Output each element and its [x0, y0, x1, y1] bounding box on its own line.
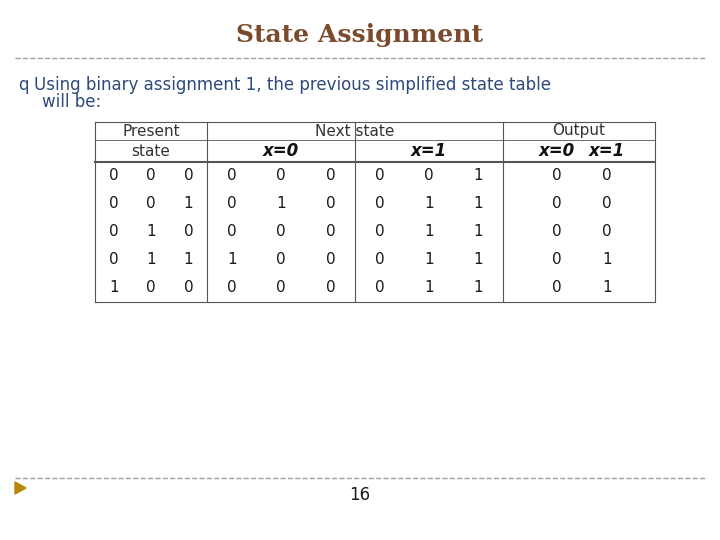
Text: 1: 1: [227, 253, 236, 267]
Text: 0: 0: [552, 225, 562, 240]
Text: 0: 0: [227, 225, 236, 240]
Text: 0: 0: [325, 197, 335, 212]
Text: 1: 1: [109, 280, 119, 295]
Text: 1: 1: [184, 253, 193, 267]
Text: 0: 0: [602, 197, 612, 212]
Text: 0: 0: [375, 225, 384, 240]
Text: 0: 0: [276, 280, 286, 295]
Text: 1: 1: [184, 197, 193, 212]
Text: Using binary assignment 1, the previous simplified state table: Using binary assignment 1, the previous …: [34, 76, 551, 94]
Text: 0: 0: [325, 225, 335, 240]
Text: will be:: will be:: [42, 93, 102, 111]
Text: x=1: x=1: [589, 142, 625, 160]
Text: 1: 1: [474, 197, 483, 212]
Text: 1: 1: [146, 253, 156, 267]
Text: 1: 1: [474, 225, 483, 240]
Text: 1: 1: [424, 197, 434, 212]
Text: Output: Output: [552, 124, 606, 138]
Text: 0: 0: [184, 280, 193, 295]
Text: 0: 0: [325, 253, 335, 267]
Text: Present: Present: [122, 124, 180, 138]
Text: 1: 1: [474, 280, 483, 295]
Text: 0: 0: [227, 197, 236, 212]
Text: 1: 1: [424, 280, 434, 295]
Text: 1: 1: [146, 225, 156, 240]
Text: 0: 0: [375, 253, 384, 267]
Text: Next state: Next state: [315, 124, 395, 138]
Text: 0: 0: [552, 280, 562, 295]
Text: x=0: x=0: [263, 142, 299, 160]
Text: 1: 1: [602, 280, 612, 295]
Text: 1: 1: [602, 253, 612, 267]
Text: 0: 0: [375, 168, 384, 184]
Text: 1: 1: [424, 225, 434, 240]
Text: state: state: [132, 144, 171, 159]
Text: 0: 0: [552, 197, 562, 212]
Text: 0: 0: [552, 253, 562, 267]
Text: 0: 0: [184, 225, 193, 240]
Text: 0: 0: [325, 280, 335, 295]
Text: 0: 0: [109, 225, 119, 240]
Text: 0: 0: [227, 280, 236, 295]
Text: 0: 0: [146, 280, 156, 295]
Text: 0: 0: [146, 197, 156, 212]
Text: 0: 0: [424, 168, 434, 184]
Text: State Assignment: State Assignment: [236, 23, 484, 47]
Text: 0: 0: [184, 168, 193, 184]
Text: 0: 0: [227, 168, 236, 184]
Text: 0: 0: [109, 197, 119, 212]
Text: q: q: [18, 76, 29, 94]
Text: 0: 0: [109, 168, 119, 184]
Text: 0: 0: [552, 168, 562, 184]
Text: 16: 16: [349, 486, 371, 504]
Text: 0: 0: [276, 168, 286, 184]
Text: 0: 0: [375, 197, 384, 212]
Text: x=1: x=1: [411, 142, 447, 160]
Text: 0: 0: [325, 168, 335, 184]
Text: 0: 0: [276, 253, 286, 267]
Text: 1: 1: [424, 253, 434, 267]
Text: 0: 0: [109, 253, 119, 267]
Text: 1: 1: [276, 197, 286, 212]
Text: 0: 0: [146, 168, 156, 184]
Polygon shape: [15, 482, 26, 494]
Text: 0: 0: [375, 280, 384, 295]
Text: 0: 0: [602, 225, 612, 240]
Text: 0: 0: [276, 225, 286, 240]
Text: 0: 0: [602, 168, 612, 184]
Text: x=0: x=0: [539, 142, 575, 160]
Text: 1: 1: [474, 253, 483, 267]
Text: 1: 1: [474, 168, 483, 184]
